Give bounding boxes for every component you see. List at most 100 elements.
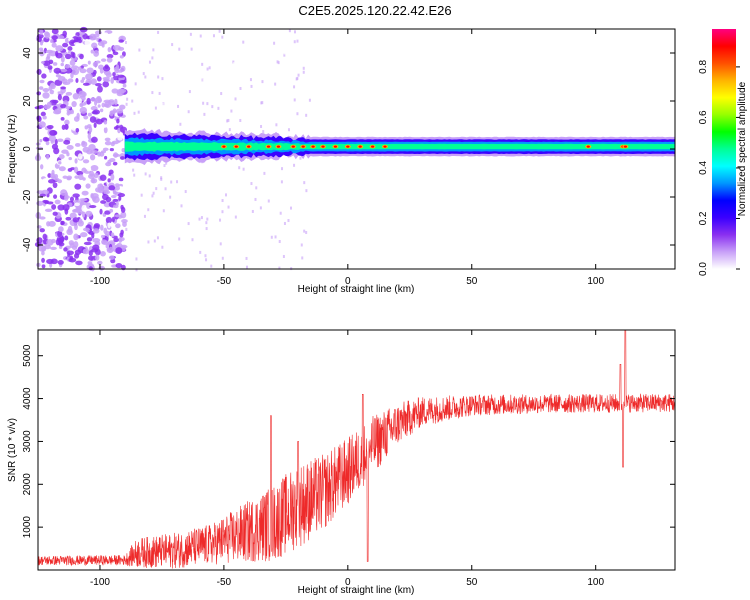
noise-cell: [105, 196, 112, 203]
noise-speck: [285, 194, 288, 198]
noise-cell: [88, 266, 93, 271]
noise-cell: [60, 86, 67, 90]
y-tick-label: -40: [22, 237, 33, 252]
noise-cell: [46, 258, 54, 265]
noise-speck: [164, 253, 167, 257]
noise-cell: [107, 159, 112, 164]
noise-speck: [143, 214, 146, 218]
noise-speck: [221, 256, 224, 260]
noise-speck: [280, 86, 283, 90]
noise-cell: [79, 106, 88, 114]
noise-speck: [273, 252, 276, 256]
band-peak-core: [222, 145, 226, 148]
noise-cell: [60, 104, 67, 109]
noise-speck: [295, 258, 298, 262]
noise-speck: [165, 161, 168, 165]
noise-speck: [239, 86, 242, 90]
noise-speck: [306, 44, 309, 48]
noise-cell: [82, 82, 90, 86]
noise-speck: [203, 112, 206, 116]
noise-cell: [42, 92, 50, 99]
noise-speck: [158, 84, 161, 88]
noise-cell: [93, 172, 99, 179]
noise-speck: [176, 180, 179, 184]
noise-cell: [41, 189, 50, 195]
x-tick-label: -100: [90, 276, 110, 287]
noise-cell: [82, 248, 90, 255]
noise-speck: [200, 216, 203, 220]
noise-speck: [126, 97, 129, 101]
noise-cell: [115, 64, 120, 72]
noise-speck: [202, 78, 205, 82]
noise-cell: [100, 251, 106, 257]
noise-speck: [135, 100, 138, 104]
noise-cell: [71, 100, 77, 108]
noise-speck: [164, 72, 167, 76]
noise-speck: [144, 172, 147, 176]
noise-cell: [118, 80, 127, 84]
noise-cell: [101, 102, 105, 108]
noise-cell: [70, 72, 74, 79]
noise-speck: [301, 256, 304, 260]
noise-cell: [60, 117, 65, 121]
noise-cell: [92, 244, 100, 251]
noise-cell: [53, 90, 58, 98]
noise-speck: [173, 29, 176, 33]
noise-speck: [154, 106, 157, 110]
noise-cell: [51, 204, 57, 210]
noise-cell: [51, 143, 59, 150]
noise-cell: [73, 42, 81, 46]
noise-speck: [147, 208, 150, 212]
noise-speck: [143, 230, 146, 234]
noise-cell: [111, 88, 119, 94]
noise-speck: [173, 204, 176, 208]
noise-cell: [73, 241, 79, 248]
noise-cell: [81, 76, 86, 81]
x-tick-label: 100: [587, 276, 604, 287]
noise-speck: [274, 235, 277, 239]
noise-speck: [293, 163, 296, 167]
noise-speck: [210, 264, 213, 268]
noise-cell: [89, 154, 96, 161]
band-peak-core: [358, 145, 362, 148]
noise-speck: [156, 236, 159, 240]
noise-cell: [38, 57, 45, 62]
colorbar-label: Normalized spectral amplitude: [737, 81, 748, 216]
noise-speck: [161, 102, 164, 106]
noise-cell: [118, 238, 123, 243]
noise-cell: [104, 78, 111, 82]
noise-speck: [212, 34, 215, 38]
noise-cell: [112, 44, 121, 51]
y-tick-label: 5000: [22, 344, 33, 367]
x-tick-label: 50: [466, 276, 478, 287]
noise-speck: [178, 194, 181, 198]
noise-cell: [62, 30, 67, 37]
noise-cell: [62, 175, 68, 179]
noise-speck: [295, 77, 298, 81]
noise-cell: [122, 221, 127, 227]
noise-speck: [133, 111, 136, 115]
noise-cell: [36, 68, 42, 75]
noise-speck: [283, 51, 286, 55]
noise-speck: [250, 182, 253, 186]
noise-cell: [82, 227, 91, 232]
noise-cell: [90, 164, 99, 172]
noise-cell: [118, 177, 124, 182]
noise-cell: [102, 147, 109, 152]
noise-speck: [300, 220, 303, 224]
noise-cell: [38, 86, 44, 90]
band-peak-core: [333, 145, 338, 148]
noise-cell: [103, 119, 108, 125]
noise-cell: [45, 140, 50, 146]
noise-cell: [74, 183, 82, 190]
noise-cell: [74, 158, 78, 164]
noise-cell: [39, 28, 44, 36]
noise-cell: [86, 166, 92, 172]
noise-cell: [74, 142, 81, 147]
noise-cell: [73, 166, 79, 174]
noise-cell: [46, 238, 54, 246]
noise-cell: [93, 122, 97, 128]
noise-speck: [246, 265, 249, 269]
noise-cell: [115, 108, 124, 114]
